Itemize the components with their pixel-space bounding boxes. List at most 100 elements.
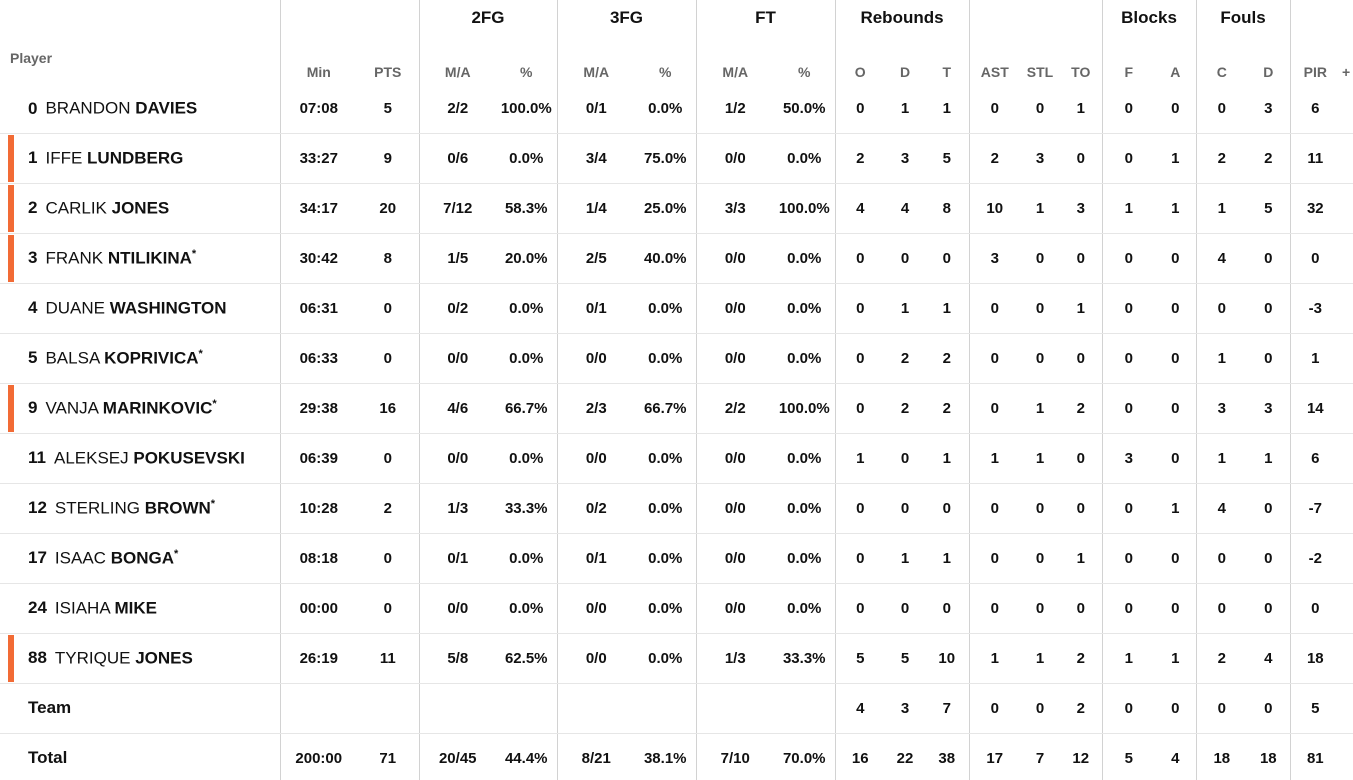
- stat-reb-t: 2: [925, 383, 970, 434]
- player-last-name[interactable]: BROWN: [144, 498, 211, 518]
- stat-min: 26:19: [279, 633, 357, 684]
- group-3fg: 3FG: [556, 0, 696, 34]
- stat-foul-c: 0: [1195, 533, 1248, 584]
- spacer-cell: [1340, 283, 1353, 334]
- stat-2fg-ma: 0/6: [418, 133, 496, 184]
- stat-ft-ma: 0/0: [695, 283, 774, 334]
- player-last-name[interactable]: WASHINGTON: [109, 298, 227, 318]
- stat-pts: 0: [357, 433, 419, 484]
- stat-blk-a: 0: [1155, 84, 1197, 134]
- stat-reb-o: 5: [834, 633, 885, 684]
- player-row[interactable]: 88 TYRIQUE JONES 26:19 11 5/8 62.5% 0/0 0.0% 1/3…: [0, 633, 1353, 684]
- stat-to: 0: [1060, 333, 1103, 384]
- header-foul-c[interactable]: C: [1195, 34, 1248, 84]
- stat-reb-t: 38: [925, 733, 970, 780]
- stat-min: 34:17: [279, 183, 357, 234]
- stat-min: 06:31: [279, 283, 357, 334]
- player-cell: 5 BALSA KOPRIVICA*: [0, 333, 280, 384]
- stat-to: 0: [1060, 483, 1103, 534]
- player-row[interactable]: 1 IFFE LUNDBERG 33:27 9 0/6 0.0% 3/4 75.0% 0/0 0.…: [0, 133, 1353, 184]
- total-label: Total: [0, 733, 280, 780]
- header-2fg-ma[interactable]: M/A: [418, 34, 496, 84]
- stat-to: 0: [1060, 133, 1103, 184]
- player-last-name[interactable]: BONGA: [110, 548, 174, 568]
- stat-to: 2: [1060, 683, 1103, 734]
- stat-ft-ma: 0/0: [695, 433, 774, 484]
- stat-reb-d: 0: [885, 433, 925, 484]
- player-number: 2: [28, 198, 38, 218]
- stat-ft-pct: 100.0%: [774, 183, 835, 234]
- player-first-name: ALEKSEJ: [53, 448, 129, 468]
- stat-foul-c: 0: [1195, 84, 1248, 134]
- stat-foul-d: 0: [1247, 283, 1291, 334]
- player-asterisk: *: [198, 347, 203, 360]
- stat-reb-o: 1: [834, 433, 885, 484]
- header-ft-pct[interactable]: %: [798, 64, 811, 80]
- player-last-name[interactable]: LUNDBERG: [87, 148, 184, 168]
- player-first-name: IFFE: [45, 148, 83, 168]
- header-reb-d[interactable]: D: [899, 64, 911, 80]
- player-first-name: TYRIQUE: [54, 648, 131, 668]
- group-rebounds: Rebounds: [834, 0, 970, 34]
- header-2fg-pct[interactable]: %: [520, 64, 533, 80]
- player-last-name[interactable]: MARINKOVIC: [102, 398, 213, 418]
- stat-2fg-pct: 0.0%: [496, 283, 557, 334]
- header-more[interactable]: +: [1342, 64, 1351, 80]
- header-3fg-pct[interactable]: %: [659, 64, 672, 80]
- stat-foul-d: 5: [1247, 183, 1291, 234]
- stat-blk-a: 0: [1155, 583, 1197, 634]
- stat-pir: 0: [1289, 233, 1341, 284]
- header-pts[interactable]: PTS: [374, 64, 402, 80]
- spacer-cell: [1340, 533, 1353, 584]
- header-player[interactable]: Player: [10, 50, 53, 66]
- player-row[interactable]: 24 ISIAHA MIKE 00:00 0 0/0 0.0% 0/0 0.0% 0/0 0.0%…: [0, 583, 1353, 634]
- player-last-name[interactable]: DAVIES: [135, 98, 198, 118]
- stat-foul-d: 18: [1247, 733, 1291, 780]
- player-cell: 4 DUANE WASHINGTON: [0, 283, 280, 334]
- player-last-name[interactable]: KOPRIVICA: [104, 348, 199, 368]
- header-stl[interactable]: STL: [1026, 64, 1054, 80]
- starter-marker: [8, 234, 14, 282]
- header-min[interactable]: Min: [279, 34, 357, 84]
- header-3fg-ma[interactable]: M/A: [556, 34, 635, 84]
- header-ft-ma[interactable]: M/A: [695, 34, 774, 84]
- stat-blk-f: 0: [1101, 383, 1156, 434]
- header-foul-d[interactable]: D: [1263, 64, 1274, 80]
- stat-2fg-ma: 5/8: [418, 633, 496, 684]
- player-row[interactable]: 0 BRANDON DAVIES 07:08 5 2/2 100.0% 0/1 0.0% 1/2…: [0, 84, 1353, 134]
- player-row[interactable]: 17 ISAAC BONGA* 08:18 0 0/1 0.0% 0/1 0.0% 0/0 0.0…: [0, 533, 1353, 584]
- stat-to: 0: [1060, 583, 1103, 634]
- player-row[interactable]: 11 ALEKSEJ POKUSEVSKI 06:39 0 0/0 0.0% 0/0 0.0%…: [0, 433, 1353, 484]
- header-reb-t[interactable]: T: [942, 64, 952, 80]
- header-blk-a[interactable]: A: [1170, 64, 1181, 80]
- player-row[interactable]: 2 CARLIK JONES 34:17 20 7/12 58.3% 1/4 25.0% 3/3…: [0, 183, 1353, 234]
- header-blk-f[interactable]: F: [1101, 34, 1156, 84]
- header-reb-o[interactable]: O: [834, 34, 885, 84]
- player-last-name[interactable]: JONES: [111, 198, 170, 218]
- stat-to: 3: [1060, 183, 1103, 234]
- player-last-name[interactable]: POKUSEVSKI: [133, 448, 245, 468]
- header-ast[interactable]: AST: [968, 34, 1021, 84]
- player-row[interactable]: 5 BALSA KOPRIVICA* 06:33 0 0/0 0.0% 0/0 0.0% 0/0…: [0, 333, 1353, 384]
- stat-pts: 5: [357, 84, 419, 134]
- stat-stl: 0: [1020, 583, 1061, 634]
- stat-ft-ma: 0/0: [695, 233, 774, 284]
- player-row[interactable]: 12 STERLING BROWN* 10:28 2 1/3 33.3% 0/2 0.0% 0/…: [0, 483, 1353, 534]
- player-last-name[interactable]: NTILIKINA: [107, 248, 192, 268]
- player-last-name[interactable]: MIKE: [114, 598, 157, 618]
- player-row[interactable]: 3 FRANK NTILIKINA* 30:42 8 1/5 20.0% 2/5 40.0% 0…: [0, 233, 1353, 284]
- player-last-name[interactable]: JONES: [135, 648, 193, 668]
- stat-min: 06:33: [279, 333, 357, 384]
- header-to[interactable]: TO: [1071, 64, 1091, 80]
- stat-ast: 1: [968, 633, 1021, 684]
- player-row[interactable]: 9 VANJA MARINKOVIC* 29:38 16 4/6 66.7% 2/3 66.7…: [0, 383, 1353, 434]
- header-pir[interactable]: PIR: [1289, 34, 1341, 84]
- player-row[interactable]: 4 DUANE WASHINGTON 06:31 0 0/2 0.0% 0/1 0.0% 0/0…: [0, 283, 1353, 334]
- stat-blk-f: 0: [1101, 333, 1156, 384]
- spacer-cell: [1340, 433, 1353, 484]
- stat-foul-d: 0: [1247, 233, 1291, 284]
- stat-ft-ma: 0/0: [695, 583, 774, 634]
- stat-pir: -2: [1289, 533, 1341, 584]
- player-asterisk: *: [212, 397, 217, 410]
- team-row: Team 4 3 7 0 0 2 0 0 0 0 5: [0, 683, 1353, 734]
